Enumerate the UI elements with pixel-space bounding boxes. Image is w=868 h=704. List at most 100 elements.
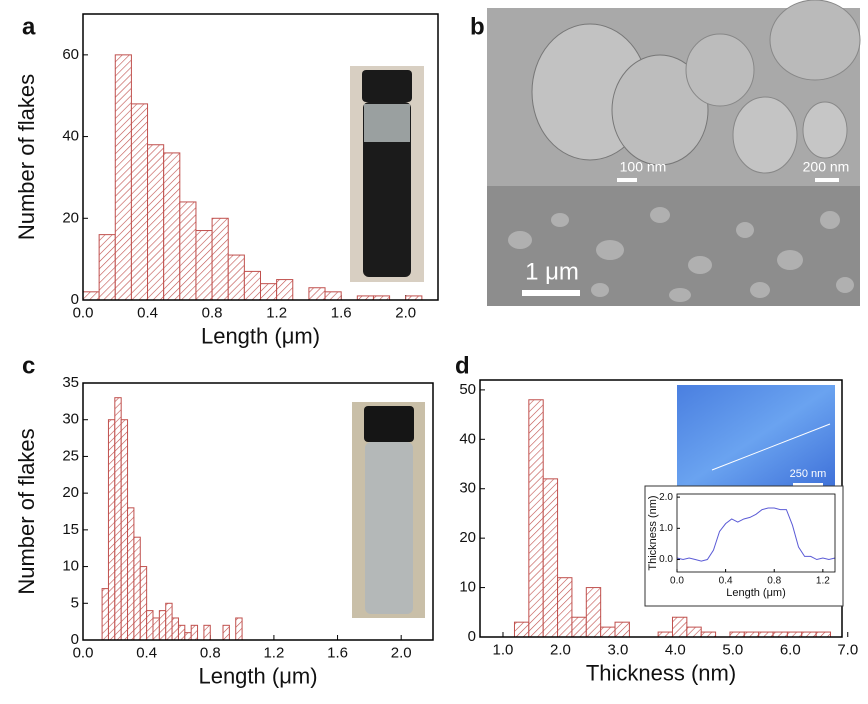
- panel-label: c: [22, 352, 35, 379]
- bar: [184, 632, 192, 641]
- y-tick-label: 20: [62, 209, 79, 226]
- y-tick-label: 40: [62, 128, 79, 145]
- bar: [542, 478, 559, 638]
- x-tick-label: 1.0: [493, 641, 514, 658]
- bar: [614, 621, 630, 638]
- axes-frame: [82, 13, 439, 301]
- vial-photo: [350, 66, 424, 282]
- bar: [120, 419, 129, 641]
- y-axis-label: Number of flakes: [14, 428, 39, 594]
- afm-image: [677, 385, 835, 491]
- bar: [163, 152, 181, 301]
- y-tick-label: 30: [62, 411, 79, 428]
- x-tick-label: 0.0: [73, 644, 94, 661]
- bar: [222, 624, 230, 641]
- bar: [177, 624, 186, 641]
- y-axis-label: Number of flakes: [14, 74, 39, 240]
- bar: [528, 399, 544, 638]
- y-tick-label: 50: [459, 381, 476, 398]
- y-tick-label: 20: [459, 529, 476, 546]
- x-axis-label: Length (μm): [726, 587, 786, 599]
- bar: [585, 587, 602, 638]
- bar: [203, 624, 211, 641]
- bar: [171, 617, 179, 641]
- panel-label: d: [455, 352, 470, 379]
- y-tick-label: 30: [459, 480, 476, 497]
- x-tick-label: 0.8: [200, 644, 221, 661]
- x-tick-label: 0.8: [767, 576, 781, 587]
- bar: [195, 230, 213, 301]
- y-tick-label: 10: [62, 558, 79, 575]
- y-tick-label: 20: [62, 484, 79, 501]
- bar: [600, 626, 616, 638]
- y-tick-label: 15: [62, 521, 79, 538]
- x-tick-label: 5.0: [722, 641, 743, 658]
- bar: [686, 626, 702, 638]
- x-tick-label: 2.0: [391, 644, 412, 661]
- x-tick-label: 7.0: [837, 641, 858, 658]
- bar: [190, 624, 199, 641]
- y-tick-label: 5: [71, 594, 79, 611]
- y-tick-label: 2.0: [659, 492, 673, 503]
- y-tick-label: 0: [71, 291, 79, 308]
- panel-label: a: [22, 13, 36, 40]
- bar: [308, 287, 326, 301]
- y-axis-label: Thickness (nm): [647, 495, 659, 570]
- y-tick-label: 25: [62, 447, 79, 464]
- panel-label: b: [470, 13, 485, 40]
- bar: [147, 144, 165, 301]
- x-tick-label: 6.0: [780, 641, 801, 658]
- bar: [98, 234, 116, 301]
- bar: [107, 419, 116, 641]
- x-tick-label: 0.4: [137, 304, 158, 321]
- x-tick-label: 1.6: [327, 644, 348, 661]
- x-tick-label: 0.0: [73, 304, 94, 321]
- scale-bar-label: 1 μm: [525, 258, 579, 285]
- bar: [114, 397, 122, 641]
- bar: [513, 621, 530, 638]
- bar: [571, 616, 587, 638]
- y-tick-label: 10: [459, 579, 476, 596]
- y-tick-label: 0: [71, 631, 79, 648]
- x-tick-label: 0.0: [670, 576, 684, 587]
- x-tick-label: 4.0: [665, 641, 686, 658]
- y-tick-label: 0: [468, 628, 476, 645]
- bar: [152, 617, 160, 641]
- vial-photo: [352, 402, 425, 618]
- bar: [127, 507, 135, 641]
- x-tick-label: 0.4: [719, 576, 733, 587]
- x-axis-label: Thickness (nm): [586, 661, 736, 686]
- profile-line: [676, 507, 836, 562]
- bar: [179, 201, 197, 301]
- x-tick-label: 2.0: [395, 304, 416, 321]
- scale-bar-label: 250 nm: [790, 468, 827, 480]
- bar: [260, 283, 278, 301]
- tem-image: [487, 0, 861, 306]
- axes-frame: [676, 493, 836, 573]
- y-tick-label: 35: [62, 374, 79, 391]
- x-axis-label: Length (μm): [198, 664, 317, 689]
- y-tick-label: 60: [62, 46, 79, 63]
- scale-bar-label: 100 nm: [620, 159, 667, 175]
- bar: [130, 103, 149, 301]
- y-tick-label: 0.0: [659, 554, 673, 565]
- bar: [211, 217, 229, 301]
- bar: [133, 536, 141, 641]
- bar: [227, 254, 245, 301]
- bar: [276, 279, 294, 301]
- x-tick-label: 1.6: [331, 304, 352, 321]
- bar: [671, 616, 688, 638]
- scale-bar-label: 200 nm: [803, 159, 850, 175]
- x-tick-label: 1.2: [263, 644, 284, 661]
- x-tick-label: 0.4: [136, 644, 157, 661]
- axes-frame: [82, 382, 434, 641]
- inset-background: [644, 485, 844, 607]
- bar: [235, 617, 243, 641]
- bar: [101, 588, 109, 641]
- bar: [114, 54, 132, 301]
- bar: [243, 270, 261, 301]
- bar: [165, 602, 173, 641]
- y-tick-label: 40: [459, 430, 476, 447]
- x-axis-label: Length (μm): [201, 324, 320, 349]
